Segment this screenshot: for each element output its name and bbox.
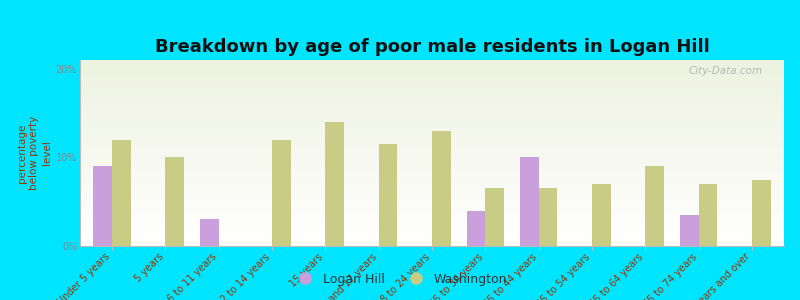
- Bar: [680, 215, 698, 246]
- Bar: [166, 158, 184, 246]
- Bar: [112, 140, 130, 246]
- Y-axis label: percentage
below poverty
level: percentage below poverty level: [17, 116, 51, 190]
- Bar: [646, 166, 664, 246]
- Legend: Logan Hill, Washington: Logan Hill, Washington: [288, 268, 512, 291]
- Bar: [486, 188, 504, 246]
- Text: City-Data.com: City-Data.com: [689, 66, 763, 76]
- Bar: [378, 144, 398, 246]
- Bar: [432, 131, 450, 246]
- Bar: [592, 184, 610, 246]
- Bar: [94, 166, 112, 246]
- Bar: [752, 180, 770, 246]
- Bar: [538, 188, 558, 246]
- Bar: [698, 184, 718, 246]
- Bar: [520, 158, 538, 246]
- Bar: [466, 211, 486, 246]
- Title: Breakdown by age of poor male residents in Logan Hill: Breakdown by age of poor male residents …: [154, 38, 710, 56]
- Bar: [272, 140, 290, 246]
- Bar: [200, 219, 218, 246]
- Bar: [326, 122, 344, 246]
